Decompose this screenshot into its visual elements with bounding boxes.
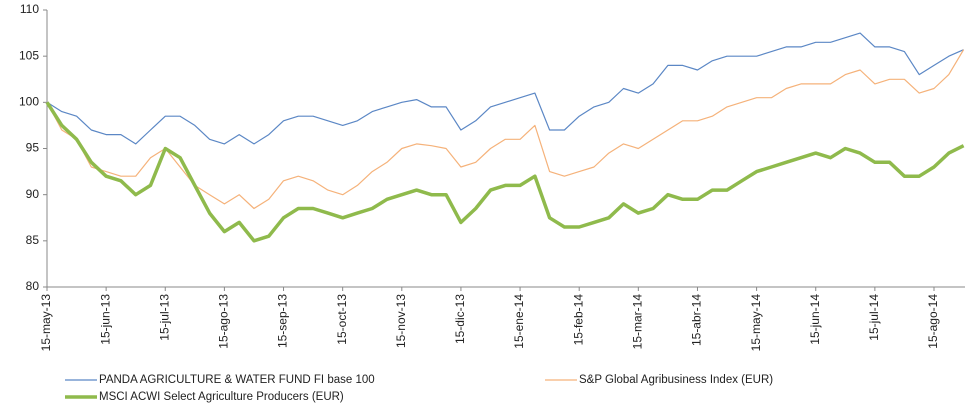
x-tick-label: 15-abr-14 bbox=[690, 294, 704, 346]
x-tick-label: 15-mar-14 bbox=[631, 294, 645, 350]
legend-label: S&P Global Agribusiness Index (EUR) bbox=[579, 374, 773, 386]
y-tick-label: 90 bbox=[26, 187, 40, 201]
x-tick-label: 15-oct-13 bbox=[335, 294, 349, 345]
series-line bbox=[45, 101, 965, 243]
x-tick-label: 15-jun-13 bbox=[98, 294, 112, 345]
x-tick-label: 15-ago-13 bbox=[217, 294, 231, 349]
y-tick-label: 100 bbox=[19, 95, 39, 109]
x-tick-label: 15-sep-13 bbox=[276, 294, 290, 348]
y-tick-label: 85 bbox=[26, 233, 40, 247]
x-tick-label: 15-nov-13 bbox=[394, 294, 408, 348]
x-tick-label: 15-dic-13 bbox=[453, 294, 467, 344]
series-line bbox=[46, 49, 965, 210]
series-line bbox=[46, 32, 964, 145]
x-tick-label: 15-ene-14 bbox=[512, 294, 526, 349]
y-tick-label: 105 bbox=[19, 48, 39, 62]
x-tick-label: 15-jul-13 bbox=[157, 294, 171, 341]
y-tick-label: 95 bbox=[26, 141, 40, 155]
x-tick-label: 15-may-14 bbox=[749, 294, 763, 352]
legend-label: MSCI ACWI Select Agriculture Producers (… bbox=[99, 391, 344, 403]
x-tick-label: 15-jul-14 bbox=[867, 294, 881, 341]
x-tick-label: 15-may-13 bbox=[39, 294, 53, 352]
y-tick-label: 80 bbox=[26, 279, 40, 293]
y-tick-label: 110 bbox=[20, 2, 39, 16]
x-tick-label: 15-feb-14 bbox=[571, 294, 585, 346]
x-tick-label: 15-jun-14 bbox=[808, 294, 822, 345]
legend-label: PANDA AGRICULTURE & WATER FUND FI base 1… bbox=[99, 374, 375, 386]
x-tick-label: 15-ago-14 bbox=[926, 294, 940, 349]
